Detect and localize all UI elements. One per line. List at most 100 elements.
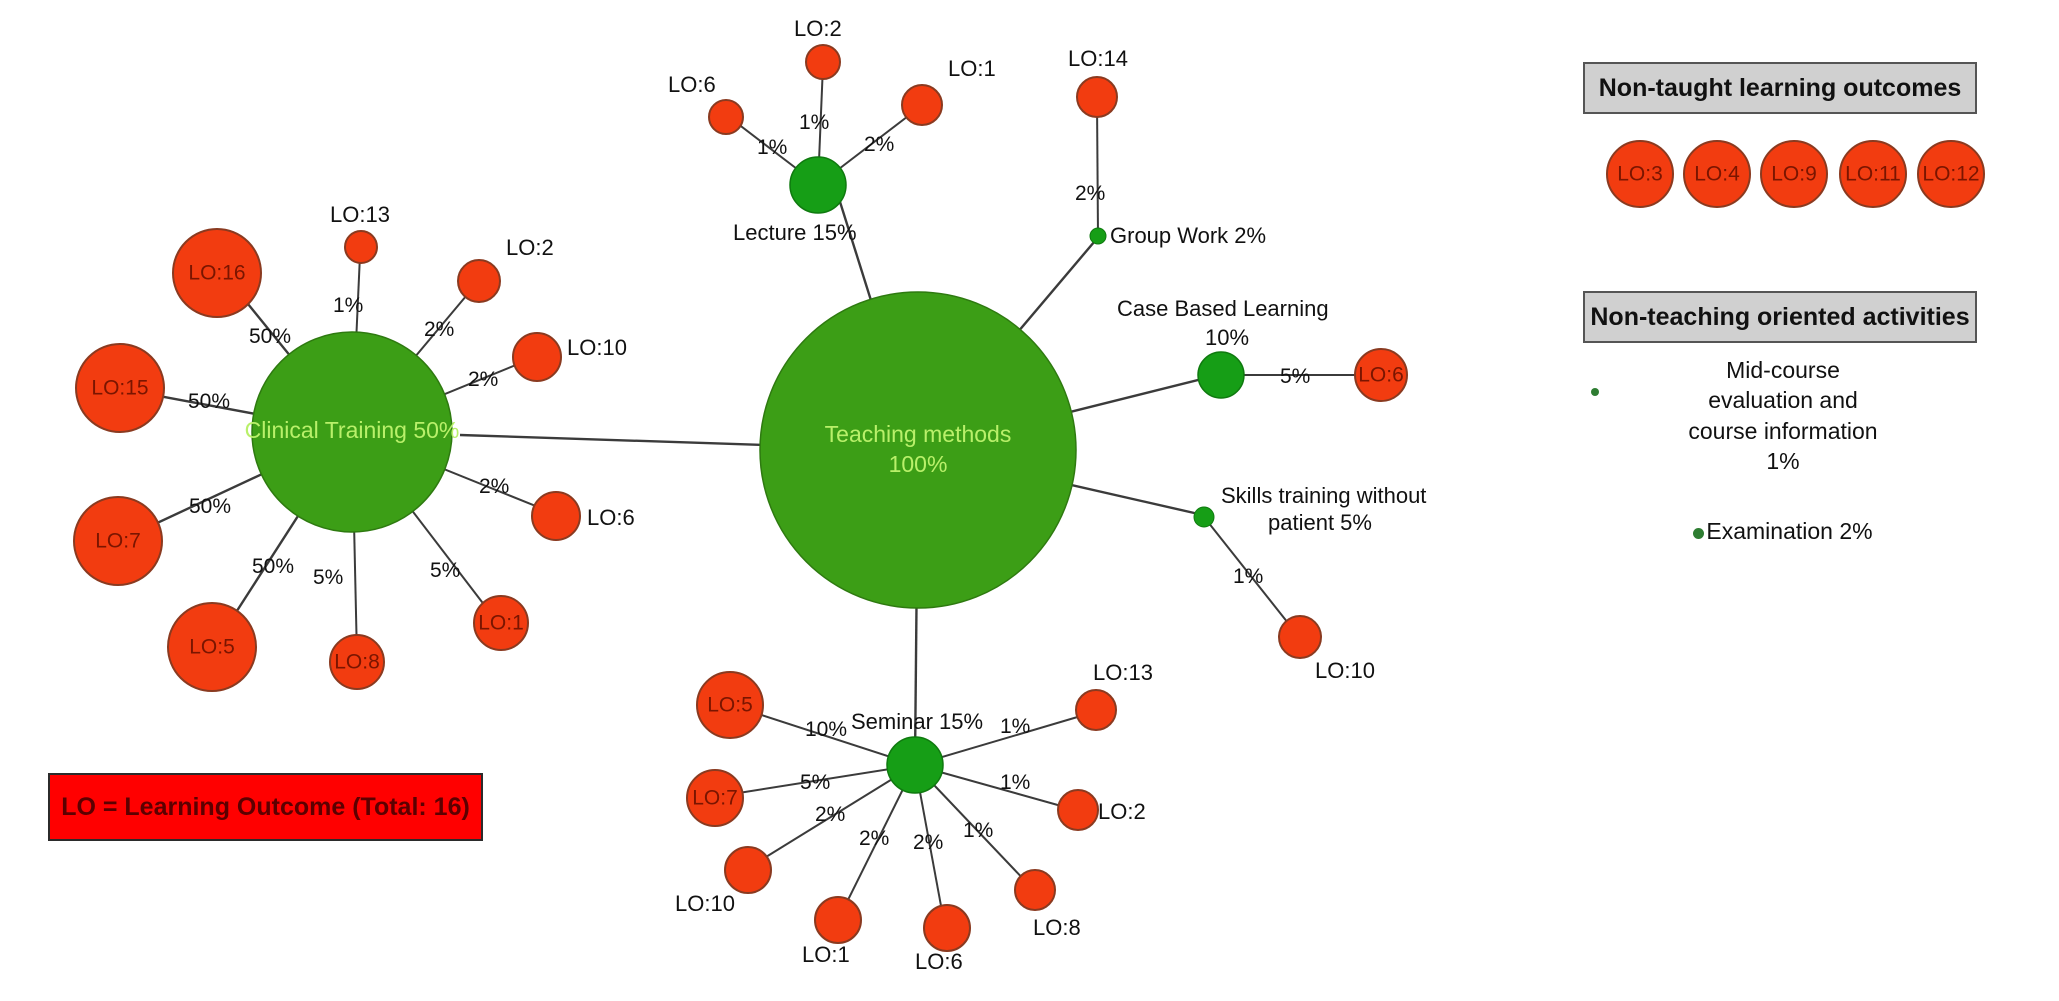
node-lo-11-nontaught[interactable]: [1839, 140, 1907, 208]
node-lo-5-seminar[interactable]: [696, 671, 764, 739]
weight-clinical-lo15: 50%: [188, 390, 230, 413]
node-lo-6-seminar[interactable]: [923, 904, 971, 952]
teaching-methods-circle[interactable]: [759, 291, 1077, 609]
weight-seminar-lo8: 1%: [963, 819, 993, 842]
lo-16-text: LO:16: [188, 262, 245, 285]
skills-label-line2: patient 5%: [1268, 510, 1372, 535]
lo-13-label: LO:13: [330, 202, 390, 227]
weight-clinical-lo7: 50%: [189, 495, 231, 518]
node-clinical-training[interactable]: [251, 331, 453, 533]
group-work-label: Group Work 2%: [1110, 223, 1266, 248]
lo-1-lecture-label: LO:1: [948, 56, 996, 81]
node-lo-2-seminar[interactable]: [1057, 789, 1099, 831]
weight-lecture-lo1: 2%: [864, 133, 894, 156]
node-lo-5[interactable]: [167, 602, 257, 692]
node-lo-6-casebased[interactable]: [1354, 348, 1408, 402]
node-lo-13-seminar[interactable]: [1075, 689, 1117, 731]
node-group-work[interactable]: [1089, 227, 1107, 245]
node-lo-8-clinical[interactable]: [329, 634, 385, 690]
node-lo-1-lecture[interactable]: [901, 84, 943, 126]
node-lo-1-clinical[interactable]: [473, 595, 529, 651]
node-lo-10-clinical[interactable]: [512, 332, 562, 382]
midcourse-line4: 1%: [1766, 448, 1800, 475]
node-lo-15[interactable]: [75, 343, 165, 433]
lo-5-text: LO:5: [189, 636, 235, 659]
lo-6-lecture-label: LO:6: [668, 72, 716, 97]
node-lo-7[interactable]: [73, 496, 163, 586]
node-lo-12-nontaught[interactable]: [1917, 140, 1985, 208]
weight-lecture-lo6: 1%: [757, 136, 787, 159]
weight-clinical-lo13: 1%: [333, 294, 363, 317]
non-teaching-items: Mid-course evaluation and course informa…: [1583, 355, 1983, 544]
green-dot-icon: [1693, 527, 1705, 539]
node-lo-1-seminar[interactable]: [814, 896, 862, 944]
node-teaching-methods[interactable]: Teaching methods 100%: [759, 291, 1077, 609]
lo-15-text: LO:15: [91, 377, 148, 400]
weight-clinical-lo8: 5%: [313, 566, 343, 589]
node-seminar[interactable]: [886, 736, 944, 794]
lo-11-nontaught-text: LO:11: [1845, 163, 1901, 186]
node-lo-4-nontaught[interactable]: [1683, 140, 1751, 208]
lo-6-casebased-text: LO:6: [1358, 364, 1404, 387]
node-case-based-learning[interactable]: [1197, 351, 1245, 399]
lo-10-clinical-label: LO:10: [567, 335, 627, 360]
node-skills-training[interactable]: [1193, 506, 1215, 528]
node-lo-8-seminar[interactable]: [1014, 869, 1056, 911]
edge-seminar-lo10: [752, 764, 916, 866]
lo-2-seminar-label: LO:2: [1098, 799, 1146, 824]
edge-skills-lo10: [1203, 516, 1293, 629]
cluster-seminar: Seminar 15% LO:5 10% LO:7 5% LO:10 2% LO…: [675, 660, 1153, 974]
lo-10-seminar-label: LO:10: [675, 891, 735, 916]
weight-clinical-lo1: 5%: [430, 559, 460, 582]
lo-7-seminar-text: LO:7: [692, 787, 738, 810]
node-lo-6-lecture[interactable]: [708, 99, 744, 135]
node-lo-2-lecture[interactable]: [805, 44, 841, 80]
node-lo-7-seminar[interactable]: [686, 769, 744, 827]
weight-clinical-lo10: 2%: [468, 368, 498, 391]
lo-8-seminar-label: LO:8: [1033, 915, 1081, 940]
cluster-clinical-training: Clinical Training 50% LO:16 50% LO:15 50…: [73, 202, 635, 692]
case-based-label-line1: Case Based Learning: [1117, 296, 1329, 321]
weight-seminar-lo5: 10%: [805, 718, 847, 741]
weight-seminar-lo7: 5%: [800, 771, 830, 794]
node-lo-10-skills[interactable]: [1278, 615, 1322, 659]
weight-seminar-lo6: 2%: [913, 831, 943, 854]
lo-4-nontaught-text: LO:4: [1694, 163, 1740, 186]
legend-non-teaching-header: Non-teaching oriented activities: [1583, 291, 1977, 343]
case-based-label-line2: 10%: [1205, 325, 1249, 350]
node-lo-14[interactable]: [1076, 76, 1118, 118]
teaching-methods-label-line2: 100%: [889, 451, 948, 477]
non-teaching-item-midcourse[interactable]: Mid-course evaluation and course informa…: [1583, 355, 1983, 476]
lo-7-text: LO:7: [95, 530, 141, 553]
midcourse-line1: Mid-course: [1726, 357, 1840, 383]
weight-clinical-lo2: 2%: [424, 318, 454, 341]
node-lo-16[interactable]: [172, 228, 262, 318]
weight-seminar-lo10: 2%: [815, 803, 845, 826]
lo-12-nontaught-text: LO:12: [1922, 163, 1979, 186]
edge-groupwork-lo14: [1096, 100, 1099, 237]
clinical-training-label: Clinical Training 50%: [245, 417, 460, 443]
node-lo-2-clinical[interactable]: [457, 259, 501, 303]
lo-2-lecture-label: LO:2: [794, 16, 842, 41]
node-lo-9-nontaught[interactable]: [1760, 140, 1828, 208]
node-lo-10-seminar[interactable]: [724, 846, 772, 894]
lo-1-seminar-label: LO:1: [802, 942, 850, 967]
midcourse-line2: evaluation and: [1708, 387, 1858, 414]
weight-lecture-lo2: 1%: [799, 111, 829, 134]
examination-label: Examination 2%: [1706, 518, 1873, 545]
weight-clinical-lo5: 50%: [252, 555, 294, 578]
edge-seminar-lo7: [725, 764, 916, 796]
cluster-group-work: Group Work 2% LO:14 2%: [1068, 46, 1266, 248]
node-lecture[interactable]: [789, 156, 847, 214]
non-teaching-item-examination[interactable]: Examination 2%: [1583, 516, 1983, 546]
cluster-lecture: Lecture 15% LO:6 1% LO:2 1% LO:1 2%: [668, 16, 996, 245]
lo-8-clinical-text: LO:8: [334, 651, 380, 674]
skills-label-line1: Skills training without: [1221, 483, 1426, 508]
weight-seminar-lo1: 2%: [859, 827, 889, 850]
node-lo-3-nontaught[interactable]: [1606, 140, 1674, 208]
edge-seminar-lo5: [739, 707, 916, 766]
node-lo-6-clinical[interactable]: [531, 491, 581, 541]
node-lo-13[interactable]: [344, 230, 378, 264]
lo-key-box: LO = Learning Outcome (Total: 16): [48, 773, 483, 841]
